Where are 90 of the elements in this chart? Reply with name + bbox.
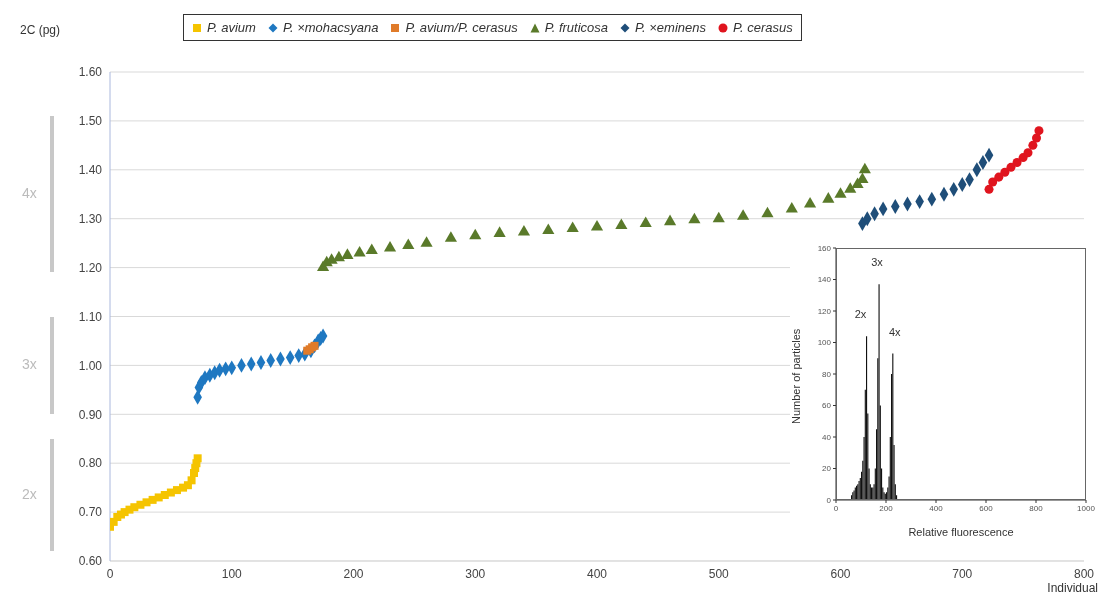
y-tick-label: 1.30 [78,211,103,226]
y-tick-label: 1.20 [78,260,103,275]
y-tick-label: 0.90 [78,407,103,422]
x-tick-label: 300 [465,566,486,581]
y-tick-label: 120 [817,306,832,316]
text: 3x [22,356,37,373]
x-tick-label: 600 [830,566,851,581]
point [590,219,604,231]
x-tick-label: 700 [952,566,973,581]
point [1023,148,1033,158]
point [1012,157,1022,167]
point [1000,167,1010,177]
x-tick-label: 1000 [1077,503,1096,513]
y-tick-label: 140 [817,275,832,285]
annotation: 4x [888,325,901,338]
point [1006,162,1016,172]
annotation: 3x [871,256,883,269]
x-axis-title: Individual [1047,581,1098,595]
point [984,184,994,194]
legend-label: P. avium [206,20,256,35]
x-tick-label: 400 [586,566,608,581]
x-tick-label: 800 [1029,503,1044,513]
point [517,224,531,236]
point [187,476,196,485]
x-axis-title: Relative fluorescence [908,526,1014,538]
point [341,248,354,259]
y-tick-label: 1.00 [78,358,103,373]
point [834,187,847,198]
point [469,228,482,240]
y-tick-label: 1.10 [78,309,103,324]
legend-label: P. avium/P. cerasus [404,20,518,35]
point [365,243,378,254]
point [615,218,628,230]
point [712,211,725,223]
x-tick-label: 0 [833,503,839,513]
point [737,209,750,220]
point [193,454,202,463]
y-tick-label: 40 [822,432,832,442]
x-tick-label: 500 [708,566,730,581]
point [761,206,774,218]
y-tick-label: 80 [822,369,832,379]
point [444,231,457,242]
point [988,177,998,187]
point [858,162,871,174]
point [493,226,506,237]
point [383,241,397,252]
point [136,500,145,509]
point [994,172,1004,182]
point [1032,133,1042,143]
y-tick-label: 60 [822,401,832,411]
y-tick-label: 0.80 [78,456,103,471]
y-tick-label: 0.60 [78,554,103,569]
point [688,212,701,224]
point [844,182,857,193]
legend-label: P. cerasus [732,20,793,35]
y-tick-label: 160 [817,243,832,253]
y-tick-label: 100 [817,338,832,348]
y-tick-label: 0 [826,495,832,505]
point [663,214,677,226]
point [420,236,433,247]
y-tick-label: 1.40 [78,163,103,178]
point [353,245,366,257]
text: 4x [22,185,37,202]
point [1034,126,1044,136]
y-tick-label: 0.70 [78,505,103,520]
x-tick-label: 200 [879,503,894,513]
y-axis-title: 2C (pg) [20,23,61,37]
x-tick-label: 600 [979,503,994,513]
x-tick-label: 100 [221,566,243,581]
point [785,201,798,213]
annotation: 2x [854,308,867,321]
point [402,238,415,250]
y-tick-label: 1.50 [78,114,103,129]
legend-label: P. ×eminens [634,20,706,35]
y-tick-label: 1.60 [78,65,103,80]
point [803,197,817,208]
y-tick-label: 20 [822,464,832,474]
x-tick-label: 0 [106,566,114,581]
y-axis-title: Number of particles [789,328,802,424]
point [542,223,555,234]
point [822,192,835,203]
x-tick-label: 800 [1073,566,1095,581]
x-tick-label: 200 [343,566,364,581]
text: 2x [22,485,37,502]
legend-label: P. fruticosa [543,20,609,35]
point [566,221,579,232]
point [1028,140,1038,150]
legend-label: P. ×mohacsyana [281,20,379,35]
point [639,216,652,228]
x-tick-label: 400 [929,503,944,513]
